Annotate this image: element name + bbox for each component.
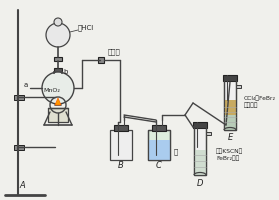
Bar xyxy=(114,125,128,131)
Text: A: A xyxy=(19,180,25,190)
Text: 止水夺: 止水夺 xyxy=(108,49,121,55)
Bar xyxy=(148,130,170,160)
Bar xyxy=(14,145,24,150)
Bar xyxy=(110,130,132,160)
Text: 含有KSCN的
FeBr₂溶液: 含有KSCN的 FeBr₂溶液 xyxy=(216,148,243,161)
Bar xyxy=(193,122,207,128)
Bar xyxy=(14,95,24,100)
Bar xyxy=(223,75,237,81)
Text: C: C xyxy=(156,160,162,170)
Polygon shape xyxy=(55,98,61,105)
Text: CCl₄和FeBr₂
混合溶液: CCl₄和FeBr₂ 混合溶液 xyxy=(244,95,276,108)
Text: b: b xyxy=(63,69,67,75)
Text: B: B xyxy=(118,160,124,170)
Bar xyxy=(152,125,166,131)
Bar xyxy=(98,57,104,63)
Circle shape xyxy=(42,72,74,104)
Bar xyxy=(54,57,62,61)
Bar xyxy=(236,85,241,88)
Bar xyxy=(48,108,68,122)
Bar xyxy=(148,130,170,160)
Bar xyxy=(148,140,170,160)
Text: 浓HCl: 浓HCl xyxy=(78,25,94,31)
Text: a: a xyxy=(24,82,28,88)
Bar xyxy=(194,127,206,175)
Bar xyxy=(194,150,206,175)
Bar xyxy=(224,80,236,130)
Bar xyxy=(206,132,211,135)
Circle shape xyxy=(54,18,62,26)
Text: 水: 水 xyxy=(174,149,178,155)
Bar xyxy=(224,80,236,130)
Bar xyxy=(224,100,236,115)
Bar xyxy=(224,115,236,130)
Bar xyxy=(194,127,206,175)
Text: E: E xyxy=(227,134,233,142)
Text: MnO₂: MnO₂ xyxy=(44,88,61,92)
Circle shape xyxy=(46,23,70,47)
Text: D: D xyxy=(197,178,203,188)
Bar xyxy=(54,68,62,73)
